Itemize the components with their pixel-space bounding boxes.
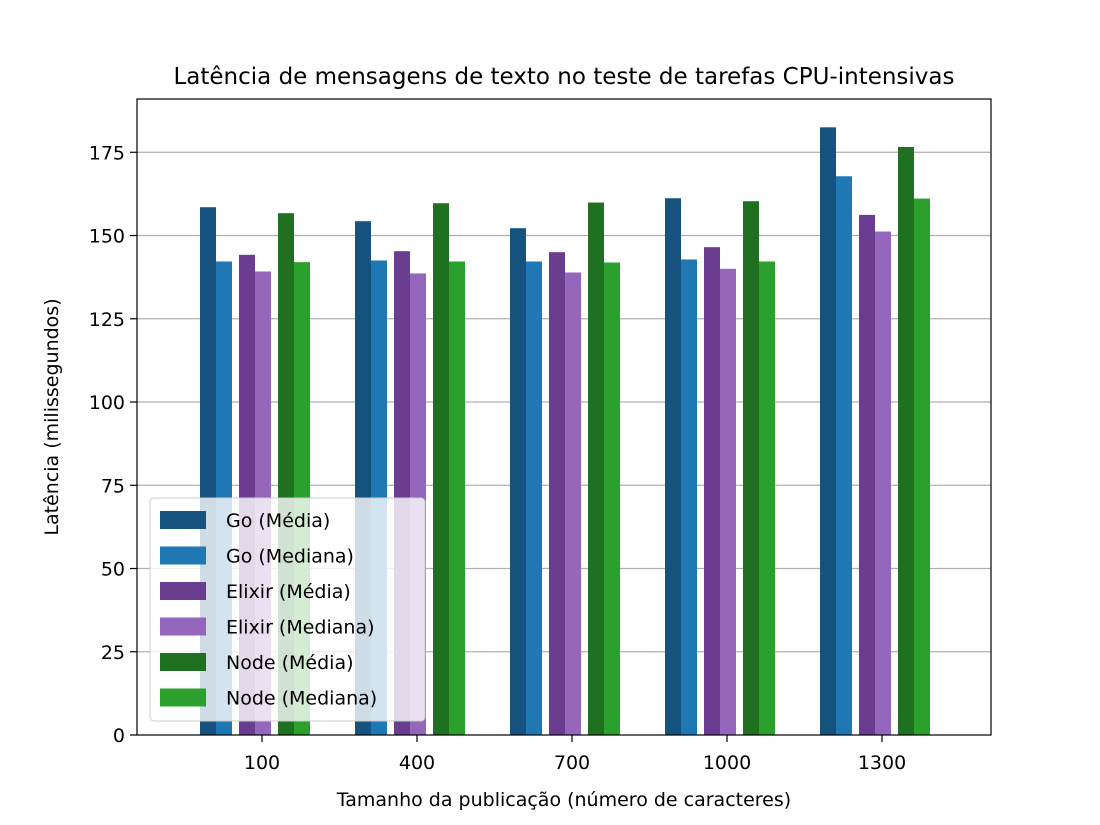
- bar: [681, 259, 697, 735]
- legend-label: Go (Média): [226, 510, 330, 532]
- bar: [759, 261, 775, 735]
- bar: [565, 272, 581, 735]
- y-axis: 0 25 50 75 100 125 150 175: [89, 142, 137, 747]
- bar: [914, 198, 930, 735]
- bar: [875, 231, 891, 735]
- y-tick-label: 125: [89, 309, 125, 331]
- y-tick-label: 50: [101, 559, 125, 581]
- bar: [510, 228, 526, 735]
- bar: [588, 202, 604, 736]
- y-tick-label: 25: [101, 642, 125, 664]
- bar: [526, 261, 542, 735]
- legend-label: Node (Mediana): [226, 688, 377, 710]
- bar: [820, 127, 836, 736]
- legend-label: Elixir (Média): [226, 581, 351, 603]
- bar: [898, 146, 914, 736]
- legend-label: Go (Mediana): [226, 546, 354, 568]
- plot-frame: [136, 98, 992, 736]
- legend: Go (Média) Go (Mediana) Elixir (Média) Elix…: [149, 497, 426, 722]
- legend-label: Elixir (Mediana): [226, 617, 375, 639]
- y-tick-label: 150: [89, 226, 125, 248]
- bar: [549, 252, 565, 735]
- bar: [836, 176, 852, 736]
- legend-swatch: [160, 546, 206, 565]
- bar: [743, 201, 759, 735]
- bar: [433, 203, 449, 735]
- legend-swatch: [160, 582, 206, 600]
- x-axis: 100 400 700 1000 1300: [244, 735, 906, 774]
- y-tick-label: 175: [89, 142, 125, 164]
- y-tick-label: 100: [89, 392, 125, 414]
- legend-swatch: [160, 688, 206, 707]
- x-tick-label: 700: [554, 752, 590, 774]
- bar: [859, 214, 875, 735]
- chart-title: Latência de mensagens de texto no teste …: [173, 64, 954, 90]
- x-axis-label: Tamanho da publicação (número de caracte…: [336, 789, 791, 811]
- x-tick-label: 1300: [858, 752, 906, 774]
- bar: [449, 261, 465, 735]
- bar: [604, 262, 620, 735]
- x-tick-label: 1000: [703, 752, 751, 774]
- bar: [665, 198, 681, 736]
- bar: [704, 247, 720, 735]
- legend-swatch: [160, 653, 206, 671]
- y-tick-label: 0: [113, 725, 125, 747]
- bar: [720, 268, 736, 735]
- x-tick-label: 100: [244, 752, 280, 774]
- y-axis-label: Latência (milissegundos): [41, 298, 63, 535]
- legend-label: Node (Média): [226, 652, 354, 674]
- y-tick-label: 75: [101, 475, 125, 497]
- legend-swatch: [160, 617, 206, 636]
- legend-swatch: [160, 511, 206, 529]
- x-tick-label: 400: [399, 752, 435, 774]
- legend-box: [149, 497, 426, 722]
